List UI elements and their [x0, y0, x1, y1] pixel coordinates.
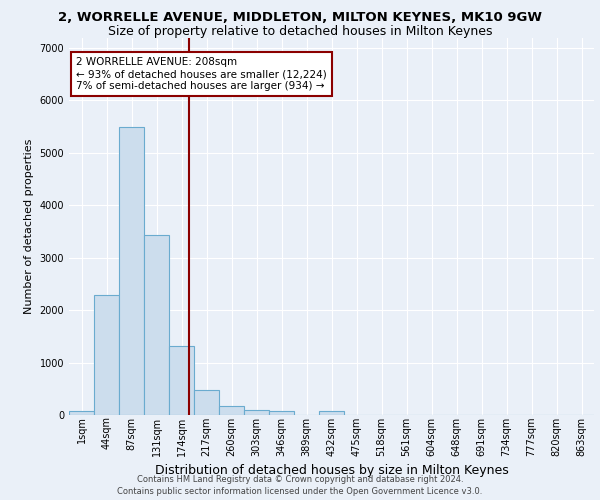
Bar	[269, 411, 294, 415]
Bar	[244, 410, 269, 415]
Text: 2, WORRELLE AVENUE, MIDDLETON, MILTON KEYNES, MK10 9GW: 2, WORRELLE AVENUE, MIDDLETON, MILTON KE…	[58, 11, 542, 24]
Bar	[219, 406, 244, 415]
X-axis label: Distribution of detached houses by size in Milton Keynes: Distribution of detached houses by size …	[155, 464, 508, 477]
Bar	[69, 411, 94, 415]
Bar	[119, 126, 144, 415]
Text: Size of property relative to detached houses in Milton Keynes: Size of property relative to detached ho…	[108, 24, 492, 38]
Bar	[144, 234, 169, 415]
Text: Contains HM Land Registry data © Crown copyright and database right 2024.
Contai: Contains HM Land Registry data © Crown c…	[118, 474, 482, 496]
Bar	[169, 346, 194, 415]
Bar	[94, 296, 119, 415]
Text: 2 WORRELLE AVENUE: 208sqm
← 93% of detached houses are smaller (12,224)
7% of se: 2 WORRELLE AVENUE: 208sqm ← 93% of detac…	[77, 58, 327, 90]
Bar	[319, 411, 344, 415]
Y-axis label: Number of detached properties: Number of detached properties	[24, 138, 34, 314]
Bar	[194, 390, 219, 415]
